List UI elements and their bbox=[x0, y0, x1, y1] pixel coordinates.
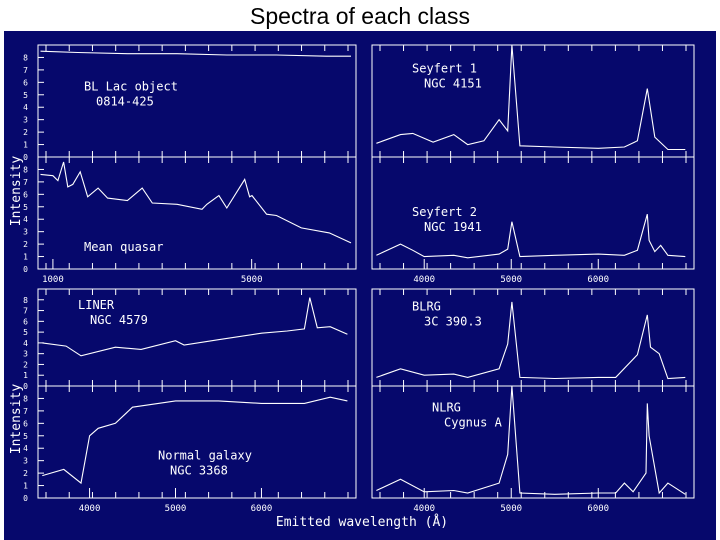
panel-frame-1 bbox=[37, 156, 357, 270]
ytick-label-0-1: 1 bbox=[23, 141, 28, 150]
panel-frame-5 bbox=[37, 385, 357, 499]
panel-label-1-0: Mean quasar bbox=[84, 240, 163, 254]
ytick-label-5-7: 7 bbox=[23, 407, 28, 416]
ytick-label-5-2: 2 bbox=[23, 469, 28, 478]
xtick-label-5-5000: 5000 bbox=[165, 504, 187, 514]
spectrum-line-6 bbox=[376, 301, 686, 380]
ytick-label-0-4: 4 bbox=[23, 103, 28, 112]
xtick-label-7-5000: 5000 bbox=[500, 504, 522, 514]
xtick-label-1-5000: 5000 bbox=[241, 275, 263, 285]
ytick-label-4-7: 7 bbox=[23, 307, 28, 316]
ytick-label-5-1: 1 bbox=[23, 482, 28, 491]
ytick-label-1-5: 5 bbox=[23, 203, 28, 212]
ytick-label-0-5: 5 bbox=[23, 91, 28, 100]
spectrum-line-7 bbox=[376, 385, 686, 495]
ytick-label-5-0: 0 bbox=[23, 494, 28, 503]
xtick-label-3-6000: 6000 bbox=[587, 275, 609, 285]
ytick-label-4-5: 5 bbox=[23, 328, 28, 337]
slide-title: Spectra of each class bbox=[250, 3, 470, 29]
ytick-label-5-5: 5 bbox=[23, 432, 28, 441]
xtick-label-1-1000: 1000 bbox=[42, 275, 64, 285]
xtick-label-3-5000: 5000 bbox=[500, 275, 522, 285]
panel-label-2-0: Seyfert 1 bbox=[412, 62, 477, 76]
ytick-label-1-3: 3 bbox=[23, 228, 28, 237]
panel-label-3-1: NGC 1941 bbox=[424, 220, 482, 234]
ytick-label-5-4: 4 bbox=[23, 444, 28, 453]
ytick-label-4-1: 1 bbox=[23, 371, 28, 380]
panel-label-7-1: Cygnus A bbox=[444, 415, 503, 429]
ytick-label-0-6: 6 bbox=[23, 78, 28, 87]
xtick-label-5-6000: 6000 bbox=[251, 504, 273, 514]
figure-background bbox=[4, 31, 716, 540]
panel-label-5-0: Normal galaxy bbox=[158, 449, 252, 463]
spectrum-line-2 bbox=[376, 44, 686, 151]
xtick-label-3-4000: 4000 bbox=[413, 275, 435, 285]
ytick-label-0-7: 7 bbox=[23, 66, 28, 75]
xtick-label-5-4000: 4000 bbox=[79, 504, 101, 514]
ylabel-top: Intensity bbox=[9, 156, 24, 227]
xlabel: Emitted wavelength (Å) bbox=[276, 514, 448, 530]
ytick-label-5-8: 8 bbox=[23, 394, 28, 403]
ytick-label-1-8: 8 bbox=[23, 165, 28, 174]
ytick-label-1-6: 6 bbox=[23, 190, 28, 199]
spectrum-line-4 bbox=[42, 297, 348, 357]
panel-frame-7 bbox=[371, 385, 695, 499]
panel-frame-3 bbox=[371, 156, 695, 270]
ytick-label-5-6: 6 bbox=[23, 419, 28, 428]
ytick-label-0-8: 8 bbox=[23, 53, 28, 62]
ytick-label-0-2: 2 bbox=[23, 128, 28, 137]
panel-label-0-0: BL Lac object bbox=[84, 80, 178, 94]
ytick-label-4-2: 2 bbox=[23, 360, 28, 369]
ytick-label-5-3: 3 bbox=[23, 457, 28, 466]
spectrum-line-0 bbox=[40, 50, 351, 57]
ytick-label-4-4: 4 bbox=[23, 339, 28, 348]
panel-label-2-1: NGC 4151 bbox=[424, 77, 482, 91]
ytick-label-4-0: 0 bbox=[23, 382, 28, 391]
ytick-label-4-3: 3 bbox=[23, 350, 28, 359]
ytick-label-0-3: 3 bbox=[23, 116, 28, 125]
panel-label-6-0: BLRG bbox=[412, 300, 441, 314]
panel-label-6-1: 3C 390.3 bbox=[424, 315, 482, 329]
ytick-label-4-6: 6 bbox=[23, 317, 28, 326]
ytick-label-0-0: 0 bbox=[23, 153, 28, 162]
ytick-label-1-4: 4 bbox=[23, 215, 28, 224]
spectrum-line-3 bbox=[376, 214, 686, 259]
ytick-label-4-8: 8 bbox=[23, 296, 28, 305]
ylabel-bottom: Intensity bbox=[9, 384, 24, 455]
ytick-label-1-7: 7 bbox=[23, 178, 28, 187]
spectrum-line-1 bbox=[40, 161, 352, 244]
panel-label-4-1: NGC 4579 bbox=[90, 313, 148, 327]
ytick-label-1-0: 0 bbox=[23, 265, 28, 274]
ytick-label-1-1: 1 bbox=[23, 253, 28, 262]
ytick-label-1-2: 2 bbox=[23, 240, 28, 249]
xtick-label-7-6000: 6000 bbox=[587, 504, 609, 514]
panel-label-7-0: NLRG bbox=[432, 400, 461, 414]
panel-label-0-1: 0814-425 bbox=[96, 95, 154, 109]
xtick-label-7-4000: 4000 bbox=[413, 504, 435, 514]
panel-label-3-0: Seyfert 2 bbox=[412, 205, 477, 219]
panel-label-5-1: NGC 3368 bbox=[170, 464, 228, 478]
panel-label-4-0: LINER bbox=[78, 298, 115, 312]
spectrum-line-5 bbox=[42, 396, 348, 485]
